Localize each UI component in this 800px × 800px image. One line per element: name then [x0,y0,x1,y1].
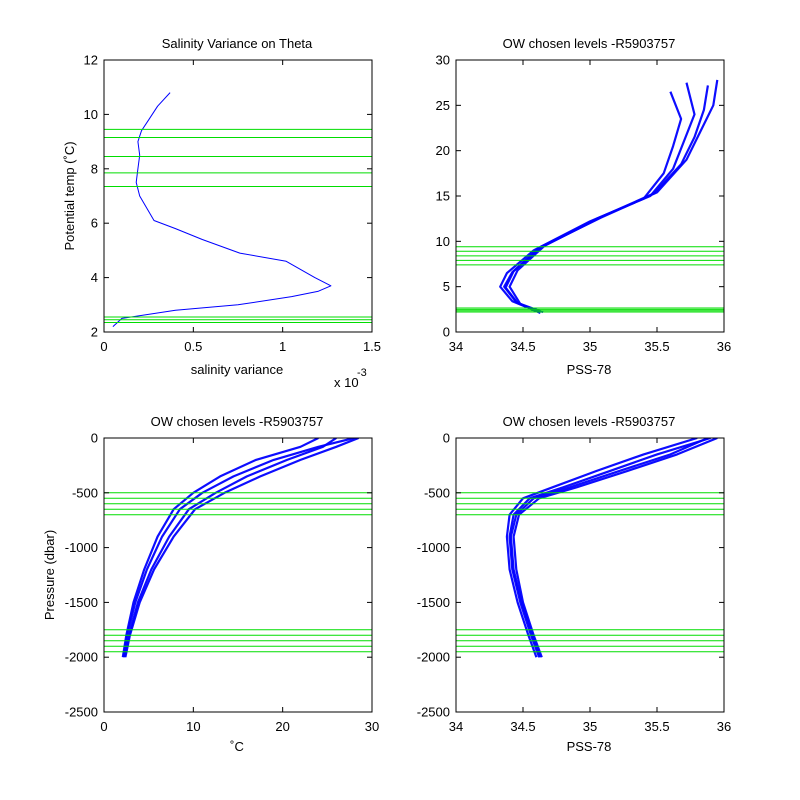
plot-area [104,438,372,658]
x-tick-label: 35.5 [644,339,669,354]
y-axis-label: Pressure (dbar) [42,530,57,620]
axes-frame [103,59,373,333]
x-tick-label: 36 [717,339,731,354]
y-tick-label: 8 [91,161,98,176]
axis-ticks: 34 34.5 35 35.5 36 0 5 10 15 20 25 30 [436,53,732,355]
y-axis-label: Potential temp (˚C) [62,141,77,250]
plot-clip [104,438,372,658]
panel-title: Salinity Variance on Theta [162,36,313,51]
y-tick-label: 10 [84,107,98,122]
panel-title: OW chosen levels -R5903757 [503,36,676,51]
y-tick-label: -1000 [417,540,450,555]
axis-ticks: 34 34.5 35 35.5 36 -2500 -2000 -1500 -1000 -500 0 [417,431,731,735]
x-tick-label: 1.5 [363,339,381,354]
y-tick-label: -1500 [417,595,450,610]
x-axis-multiplier-exponent: -3 [357,367,367,379]
axis-ticks: 0 10 20 30 -2500 -2000 -1500 -1000 -500 0 [65,431,379,735]
y-tick-label: -1000 [65,540,98,555]
x-tick-label: 36 [717,719,731,734]
y-tick-label: 12 [84,53,98,68]
x-tick-label: 35 [583,339,597,354]
x-tick-label: 34.5 [510,339,535,354]
y-tick-label: 30 [436,53,450,68]
y-tick-label: 10 [436,234,450,249]
x-tick-label: 34 [449,719,463,734]
x-tick-label: 0 [100,339,107,354]
panel-salinity-variance: Salinity Variance on Theta 0 0.5 1 1.5 2 4 6 8 1… [62,36,381,390]
y-tick-label: 0 [443,325,450,340]
x-axis-multiplier: x 10 [334,375,359,390]
series-line [504,79,719,315]
y-tick-label: 25 [436,98,450,113]
plot-clip [456,79,724,315]
x-tick-label: 10 [186,719,200,734]
x-tick-label: 1 [279,339,286,354]
x-tick-label: 34 [449,339,463,354]
panel-title: OW chosen levels -R5903757 [151,414,324,429]
y-tick-label: 2 [91,325,98,340]
plot-area [104,92,372,327]
x-axis-label: salinity variance [191,362,284,377]
axes-frame [103,437,373,713]
y-tick-label: 5 [443,279,450,294]
plot-area [456,438,724,658]
panel-theta-salinity: OW chosen levels -R5903757 34 34.5 35 35.5 3… [436,36,732,377]
x-tick-label: 35.5 [644,719,669,734]
panel-pressure-salinity: OW chosen levels -R5903757 34 34.5 35 35.5 3… [417,414,731,754]
axis-ticks: 0 0.5 1 1.5 2 4 6 8 10 12 [84,53,382,355]
x-tick-label: 20 [275,719,289,734]
x-tick-label: 0.5 [184,339,202,354]
plot-clip [456,438,724,658]
x-tick-label: 34.5 [510,719,535,734]
y-tick-label: 6 [91,216,98,231]
x-tick-label: 35 [583,719,597,734]
y-tick-label: -1500 [65,595,98,610]
plot-area [456,79,724,315]
x-tick-label: 0 [100,719,107,734]
y-tick-label: -2500 [417,705,450,720]
y-tick-label: 15 [436,189,450,204]
y-tick-label: -2500 [65,705,98,720]
y-tick-label: -500 [424,485,450,500]
series-line [499,91,683,313]
panel-pressure-temperature: OW chosen levels -R5903757 0 10 20 30 -2500 -… [42,414,379,754]
panel-title: OW chosen levels -R5903757 [503,414,676,429]
series-line [112,92,332,327]
y-tick-label: -2000 [417,650,450,665]
y-tick-label: 0 [91,431,98,446]
y-tick-label: -2000 [65,650,98,665]
x-axis-label: ˚C [230,739,244,754]
x-axis-label: PSS-78 [567,362,612,377]
y-tick-label: 0 [443,431,450,446]
plot-clip [104,92,372,327]
x-tick-label: 30 [365,719,379,734]
y-tick-label: 20 [436,143,450,158]
x-axis-label: PSS-78 [567,739,612,754]
y-tick-label: -500 [72,485,98,500]
y-tick-label: 4 [91,270,98,285]
